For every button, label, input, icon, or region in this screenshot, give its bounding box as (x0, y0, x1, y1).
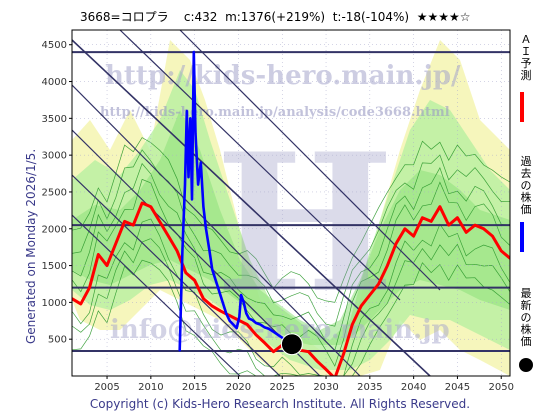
legend-label-forecast: ＡＩ予測 (520, 33, 532, 82)
trend-line (72, 214, 241, 376)
legend-swatch-latest (519, 358, 533, 372)
trend-line (119, 30, 401, 301)
forecast-band-lines (72, 137, 510, 376)
x-tick-label: 2035 (357, 382, 382, 393)
trend-line (72, 39, 431, 376)
x-tick-label: 2010 (138, 382, 163, 393)
x-tick-label: 2015 (182, 382, 207, 393)
x-tick-label: 2040 (401, 382, 426, 393)
x-tick-label: 2025 (270, 382, 295, 393)
legend-swatch-past (520, 222, 524, 252)
y-tick-label: 1500 (42, 261, 67, 272)
x-tick-label: 2030 (313, 382, 338, 393)
y-tick-label: 500 (48, 335, 67, 346)
y-tick-label: 2500 (42, 187, 67, 198)
trend-line (72, 174, 281, 376)
watermarks: H http://kids-hero.main.jp/ http://kids-… (100, 61, 461, 345)
band-trace (72, 162, 510, 352)
legend-label-latest: 最新の株価 (520, 287, 532, 348)
trend-channel-lines (72, 30, 441, 376)
generated-note: Generated on Monday 2026/1/5. (24, 148, 38, 344)
watermark-url: http://kids-hero.main.jp/ (105, 61, 461, 91)
y-tick-label: 3500 (42, 114, 67, 125)
plot-frame (71, 29, 511, 377)
y-axis-ticks: 500 1000 1500 2000 2500 3000 3500 4000 4500 (42, 40, 72, 346)
x-tick-label: 2045 (445, 382, 470, 393)
horizontal-gridlines (72, 44, 510, 340)
median-forecast: m:1376(+219%) (225, 10, 326, 24)
stock-code-name: 3668=コロプラ (80, 10, 169, 24)
band-trace (72, 259, 510, 376)
y-tick-label: 3000 (42, 151, 67, 162)
watermark-analysis-url: http://kids-hero.main.jp/analysis/code36… (100, 105, 450, 120)
latest-price-marker-ring (280, 333, 303, 356)
trend-line (179, 30, 441, 291)
legend-swatch-forecast (520, 92, 524, 122)
y-tick-label: 4500 (42, 40, 67, 51)
legend-label-past: 過去の株価 (520, 155, 532, 216)
trend-line (72, 84, 361, 376)
y-tick-label: 4000 (42, 77, 67, 88)
latest-price-marker (281, 334, 302, 355)
x-tick-label: 2005 (94, 382, 119, 393)
x-tick-label: 2020 (226, 382, 251, 393)
legend-markers (519, 92, 533, 372)
x-tick-label: 2050 (489, 382, 514, 393)
watermark-email: info@kids-hero.main.jp (110, 315, 450, 345)
rating-stars: ★★★★☆ (416, 10, 471, 24)
series-past-price-line (178, 50, 294, 352)
x-axis-ticks: 2005 2010 2015 2020 2025 2030 2035 2040 2045 2050 (94, 376, 514, 393)
target-forecast: t:-18(-104%) (332, 10, 410, 24)
copyright: Copyright (c) Kids-Hero Research Institu… (89, 397, 471, 411)
forecast-band-green-inner (72, 110, 510, 345)
watermark-big-h: H (215, 112, 395, 335)
band-trace (72, 238, 510, 376)
chart-header: 3668=コロプラ c:432 m:1376(+219%) t:-18(-104… (80, 8, 471, 25)
band-trace (72, 218, 510, 376)
current-price: c:432 (183, 10, 218, 24)
band-trace (72, 137, 510, 303)
y-tick-label: 2000 (42, 224, 67, 235)
y-tick-label: 1000 (42, 298, 67, 309)
band-trace (72, 149, 510, 327)
latest-price-marker-group (280, 333, 303, 356)
